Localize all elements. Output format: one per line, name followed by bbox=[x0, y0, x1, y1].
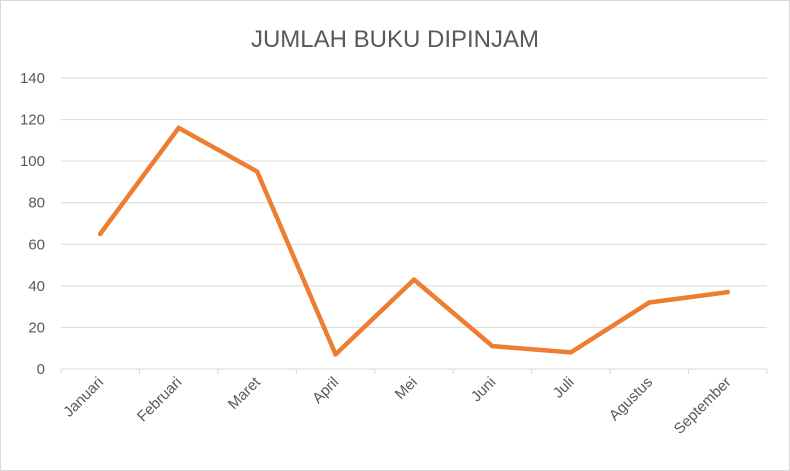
y-tick-label: 140 bbox=[20, 70, 45, 87]
x-tick-label: Mei bbox=[392, 374, 421, 403]
x-tick-label: April bbox=[309, 374, 342, 407]
x-tick-label: Februari bbox=[134, 374, 186, 426]
y-tick-label: 0 bbox=[37, 361, 45, 378]
data-point bbox=[647, 300, 652, 305]
data-point bbox=[176, 125, 181, 131]
data-point bbox=[568, 350, 574, 355]
y-tick-label: 20 bbox=[28, 319, 45, 336]
x-tick-label: Januari bbox=[60, 374, 107, 421]
y-tick-label: 100 bbox=[20, 153, 45, 170]
y-axis-tick-labels: 0 20 40 60 80 100 120 140 bbox=[20, 70, 45, 378]
x-axis-tick-labels: Januari Februari Maret April Mei Juni Juli Agus… bbox=[60, 373, 734, 437]
series-line bbox=[97, 125, 731, 357]
y-tick-label: 60 bbox=[28, 236, 45, 253]
data-point bbox=[725, 289, 730, 295]
x-tick-label: Agustus bbox=[606, 374, 656, 424]
data-point bbox=[490, 343, 495, 349]
series-layer bbox=[97, 125, 731, 357]
data-point bbox=[411, 277, 417, 282]
y-tick-label: 120 bbox=[20, 112, 45, 129]
data-point bbox=[254, 169, 260, 174]
x-tick-label: September bbox=[671, 374, 735, 438]
y-tick-label: 40 bbox=[28, 278, 45, 295]
chart-title: JUMLAH BUKU DIPINJAM bbox=[251, 26, 539, 53]
x-tick-label: Maret bbox=[225, 373, 265, 413]
data-point bbox=[98, 231, 103, 237]
y-tick-label: 80 bbox=[28, 195, 45, 212]
x-tick-label: Juli bbox=[550, 374, 578, 402]
data-point bbox=[333, 352, 338, 357]
x-tick-label: Juni bbox=[468, 374, 499, 405]
gridlines bbox=[60, 77, 768, 374]
